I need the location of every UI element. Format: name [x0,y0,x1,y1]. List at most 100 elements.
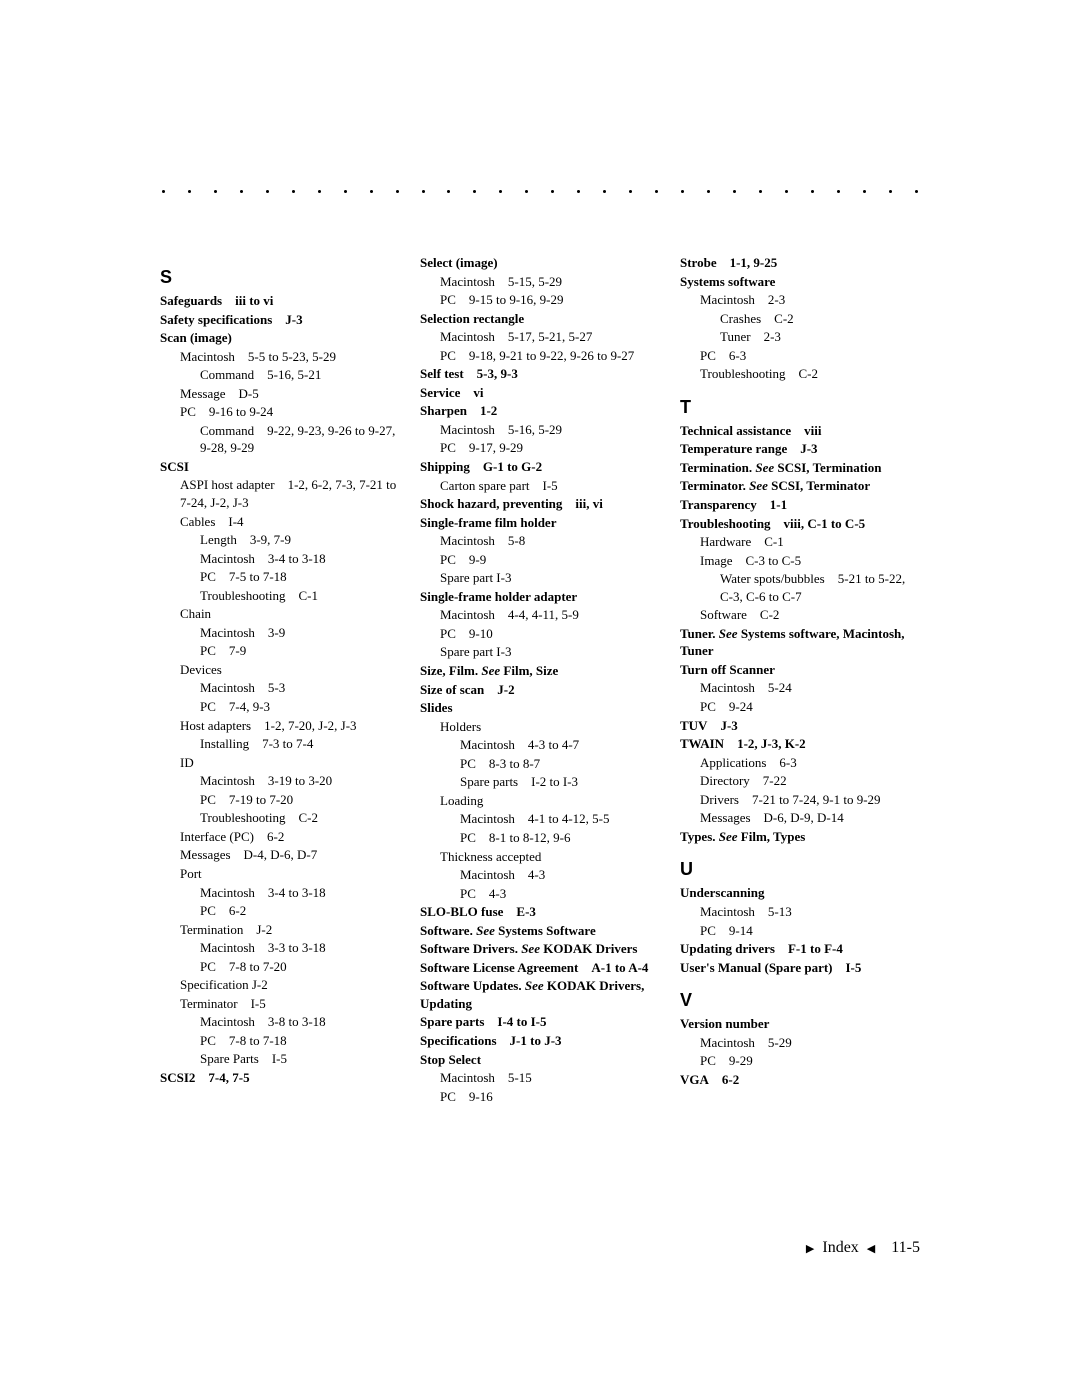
index-entry-bold: Software License Agreement A-1 to A-4 [420,959,660,977]
index-entry-see: Software Updates. See KODAK Drivers, Upd… [420,977,660,1012]
index-entry-see: Termination. See SCSI, Termination [680,459,920,477]
dot-icon [240,190,243,193]
index-entry: PC 6-3 [680,347,920,365]
index-entry: Spare parts I-2 to I-3 [420,773,660,791]
index-entry: Water spots/bubbles 5-21 to 5-22, C-3, C… [680,570,920,605]
index-entry: ASPI host adapter 1-2, 6-2, 7-3, 7-21 to… [160,476,400,511]
index-entry: PC 4-3 [420,885,660,903]
see-before: Types. [680,829,719,844]
index-entry: Tuner 2-3 [680,328,920,346]
index-entry-bold: Strobe 1-1, 9-25 [680,254,920,272]
index-entry: Messages D-4, D-6, D-7 [160,846,400,864]
index-entry: Termination J-2 [160,921,400,939]
see-keyword: See [521,941,540,956]
index-entry: Macintosh 5-13 [680,903,920,921]
column-1: SSafeguards iii to viSafety specificatio… [160,253,400,1106]
dot-icon [292,190,295,193]
index-entry: Directory 7-22 [680,772,920,790]
see-keyword: See [719,626,738,641]
dot-icon [811,190,814,193]
dot-icon [266,190,269,193]
dot-icon [785,190,788,193]
index-entry: Macintosh 5-3 [160,679,400,697]
see-after: Film, Size [500,663,558,678]
index-entry-see: Size, Film. See Film, Size [420,662,660,680]
index-entry: Chain [160,605,400,623]
index-entry-bold: Single-frame holder adapter [420,588,660,606]
index-entry: PC 6-2 [160,902,400,920]
dot-icon [837,190,840,193]
index-entry: Macintosh 5-16, 5-29 [420,421,660,439]
index-entry: PC 7-5 to 7-18 [160,568,400,586]
index-entry: Macintosh 5-15, 5-29 [420,273,660,291]
index-entry-bold: Specifications J-1 to J-3 [420,1032,660,1050]
dot-icon [214,190,217,193]
index-entry: PC 7-9 [160,642,400,660]
index-entry: Installing 7-3 to 7-4 [160,735,400,753]
index-entry: Interface (PC) 6-2 [160,828,400,846]
index-entry: Macintosh 5-8 [420,532,660,550]
index-entry-bold: Updating drivers F-1 to F-4 [680,940,920,958]
see-before: Tuner. [680,626,719,641]
index-entry: PC 9-16 to 9-24 [160,403,400,421]
index-entry: Macintosh 3-8 to 3-18 [160,1013,400,1031]
index-entry: Host adapters 1-2, 7-20, J-2, J-3 [160,717,400,735]
index-entry: Macintosh 5-17, 5-21, 5-27 [420,328,660,346]
see-before: Terminator. [680,478,749,493]
dot-icon [447,190,450,193]
index-entry-bold: Transparency 1-1 [680,496,920,514]
column-3: Strobe 1-1, 9-25Systems softwareMacintos… [680,253,920,1106]
dot-icon [499,190,502,193]
index-entry: Troubleshooting C-2 [160,809,400,827]
index-entry: Macintosh 5-15 [420,1069,660,1087]
index-page: SSafeguards iii to viSafety specificatio… [0,0,1080,1166]
index-entry: Troubleshooting C-2 [680,365,920,383]
index-entry: Thickness accepted [420,848,660,866]
index-entry: Macintosh 2-3 [680,291,920,309]
index-entry: Specification J-2 [160,976,400,994]
index-entry: Image C-3 to C-5 [680,552,920,570]
index-columns: SSafeguards iii to viSafety specificatio… [160,253,920,1106]
dot-icon [629,190,632,193]
index-entry-bold: Safety specifications J-3 [160,311,400,329]
see-before: Size, Film. [420,663,481,678]
index-entry-bold: SLO-BLO fuse E-3 [420,903,660,921]
dot-icon [344,190,347,193]
index-entry-see: Types. See Film, Types [680,828,920,846]
index-entry-bold: Scan (image) [160,329,400,347]
see-keyword: See [525,978,544,993]
see-before: Software Drivers. [420,941,521,956]
see-after: Systems Software [495,923,596,938]
index-entry: Macintosh 3-4 to 3-18 [160,550,400,568]
index-entry-bold: SCSI [160,458,400,476]
index-entry: Macintosh 4-3 [420,866,660,884]
section-letter: S [160,267,400,288]
dot-icon [707,190,710,193]
index-entry-bold: SCSI2 7-4, 7-5 [160,1069,400,1087]
index-entry-bold: Single-frame film holder [420,514,660,532]
index-entry: Macintosh 4-4, 4-11, 5-9 [420,606,660,624]
index-entry-bold: Stop Select [420,1051,660,1069]
dot-icon [889,190,892,193]
index-entry: PC 7-8 to 7-20 [160,958,400,976]
index-entry-bold: Slides [420,699,660,717]
dot-icon [655,190,658,193]
dot-icon [162,190,165,193]
index-entry: Loading [420,792,660,810]
index-entry: Terminator I-5 [160,995,400,1013]
index-entry: Holders [420,718,660,736]
dot-icon [188,190,191,193]
index-entry: Command 5-16, 5-21 [160,366,400,384]
index-entry-bold: Select (image) [420,254,660,272]
index-entry-see: Software. See Systems Software [420,922,660,940]
dot-icon [733,190,736,193]
index-entry-bold: Shipping G-1 to G-2 [420,458,660,476]
dot-icon [915,190,918,193]
index-entry-bold: Systems software [680,273,920,291]
see-keyword: See [719,829,738,844]
see-after: Film, Types [738,829,806,844]
index-entry: Command 9-22, 9-23, 9-26 to 9-27, 9-28, … [160,422,400,457]
index-entry: PC 8-1 to 8-12, 9-6 [420,829,660,847]
see-keyword: See [476,923,495,938]
index-entry: PC 9-29 [680,1052,920,1070]
